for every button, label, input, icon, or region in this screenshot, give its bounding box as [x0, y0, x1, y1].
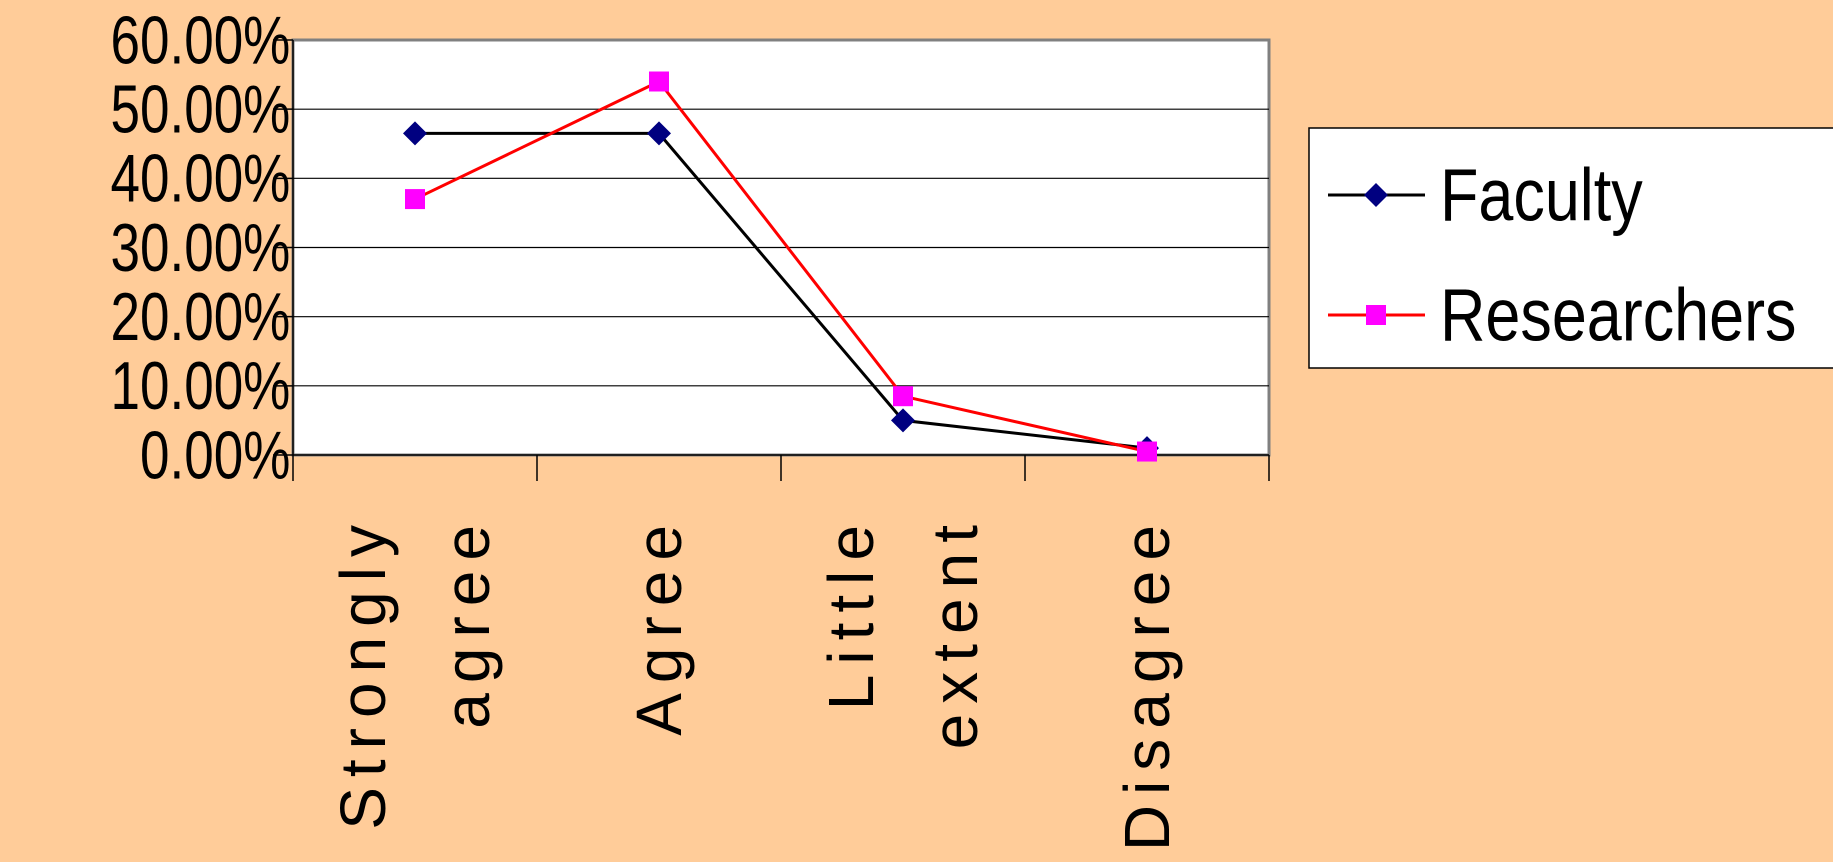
legend-swatch-marker [1366, 305, 1386, 325]
y-tick-label: 10.00% [110, 348, 290, 424]
data-point [891, 408, 915, 433]
data-point [403, 121, 427, 146]
x-tick-label-line: Disagree [1111, 515, 1183, 851]
legend-swatch-marker [1364, 183, 1388, 207]
legend: Faculty Researchers [1308, 127, 1833, 369]
data-point [893, 386, 913, 407]
legend-item-faculty: Faculty [1328, 154, 1643, 237]
data-point [647, 121, 671, 146]
legend-label: Faculty [1440, 154, 1643, 237]
y-tick-label: 60.00% [110, 2, 290, 78]
y-tick-label: 50.00% [110, 71, 290, 147]
x-tick-label-line: agree [431, 515, 503, 729]
x-tick-label: Little extent [815, 515, 991, 749]
series-group [403, 71, 1159, 462]
y-tick-label: 20.00% [110, 279, 290, 355]
x-tick-label: Disagree [1111, 515, 1183, 851]
series-line [414, 79, 1148, 454]
data-point [1137, 441, 1157, 462]
data-point [405, 189, 425, 210]
legend-item-researchers: Researchers [1328, 274, 1796, 357]
y-tick-label: 30.00% [110, 210, 290, 286]
gridlines [293, 108, 1269, 387]
data-point [649, 71, 669, 92]
x-tick-label-line: Little [815, 515, 887, 710]
legend-label: Researchers [1440, 274, 1796, 357]
y-tick-label: 0.00% [140, 417, 290, 493]
x-tick-label: Agree [623, 515, 695, 736]
x-tick-label-line: extent [919, 515, 991, 749]
series-line [415, 131, 1148, 450]
x-axis: Strongly agree Agree Little extent Disagree [292, 454, 1270, 851]
x-tick-label-line: Agree [623, 515, 695, 736]
y-tick-label: 40.00% [110, 140, 290, 216]
x-tick-label: Strongly agree [327, 515, 503, 830]
legend-box [1308, 127, 1833, 369]
y-axis: 0.00%10.00%20.00%30.00%40.00%50.00%60.00… [110, 2, 294, 493]
series-researchers [405, 71, 1157, 462]
x-tick-label-line: Strongly [327, 515, 399, 830]
